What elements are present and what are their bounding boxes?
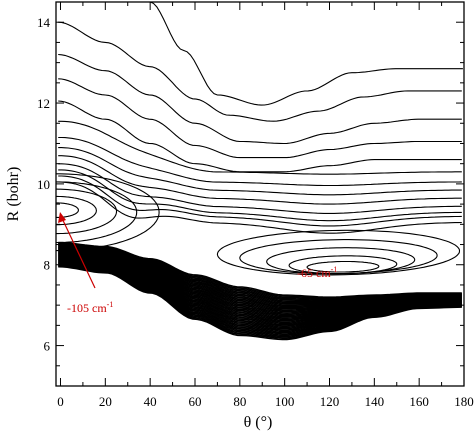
well-contour [216,229,461,276]
x-tick-label: 60 [188,394,201,409]
global-contour [56,202,79,218]
contour-line [58,181,462,234]
contour-line [58,155,462,205]
global-contour [56,181,138,244]
y-axis: 6 8 10 12 14 [37,15,464,367]
global-contour [56,173,160,252]
x-tick-label: 0 [57,394,64,409]
x-tick-label: 180 [454,394,474,409]
global-contour [56,195,97,226]
x-tick-label: 40 [144,394,157,409]
contour-line [58,136,462,187]
contour-line [58,175,462,227]
contour-line [58,100,462,173]
x-axis-title: θ (°) [244,414,273,431]
wall-contour [58,266,462,341]
y-tick-label: 6 [44,339,51,354]
y-tick-label: 12 [37,96,50,111]
x-tick-label: 100 [275,394,295,409]
y-tick-label: 14 [37,15,51,30]
contour-line [149,2,463,106]
local-minimum-annotation: -65 cm-1 [297,265,337,280]
x-tick-label: 140 [365,394,385,409]
contour-line [58,120,462,175]
x-tick-label: 120 [320,394,340,409]
contour-line [58,169,462,222]
contour-line [58,147,462,196]
x-tick-label: 160 [409,394,429,409]
well-contour [239,239,438,275]
x-tick-label: 80 [233,394,246,409]
global-minimum-label: -105 cm-1 [67,300,113,315]
contour-line [58,53,462,145]
global-minimum-arrow [59,213,96,289]
y-tick-label: 10 [37,177,50,192]
x-axis: 0 20 40 60 80 100 120 140 160 180 [57,2,474,409]
y-axis-title: R (bohr) [5,167,22,222]
contour-lines [56,2,463,341]
x-tick-label: 20 [99,394,112,409]
contour-line [58,78,462,159]
y-tick-label: 8 [44,258,51,273]
well-contour [306,260,380,273]
contour-line [58,163,462,214]
local-minimum-label: -65 cm-1 [297,265,337,280]
well-contour [288,255,398,275]
contour-line [58,21,462,122]
global-minimum-annotation: -105 cm-1 [58,212,113,315]
global-minimum-arrowhead [58,212,66,223]
global-contour [56,188,118,235]
plot-frame [55,1,465,387]
